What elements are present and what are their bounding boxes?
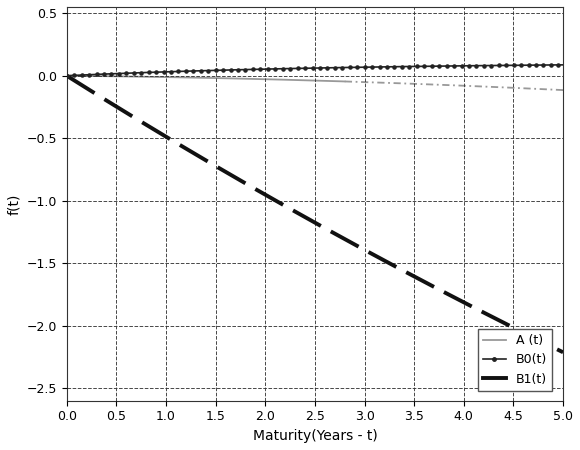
X-axis label: Maturity(Years - t): Maturity(Years - t) (252, 429, 377, 443)
Legend: A (t), B0(t), B1(t): A (t), B0(t), B1(t) (478, 329, 552, 391)
Y-axis label: f(t): f(t) (7, 193, 21, 215)
